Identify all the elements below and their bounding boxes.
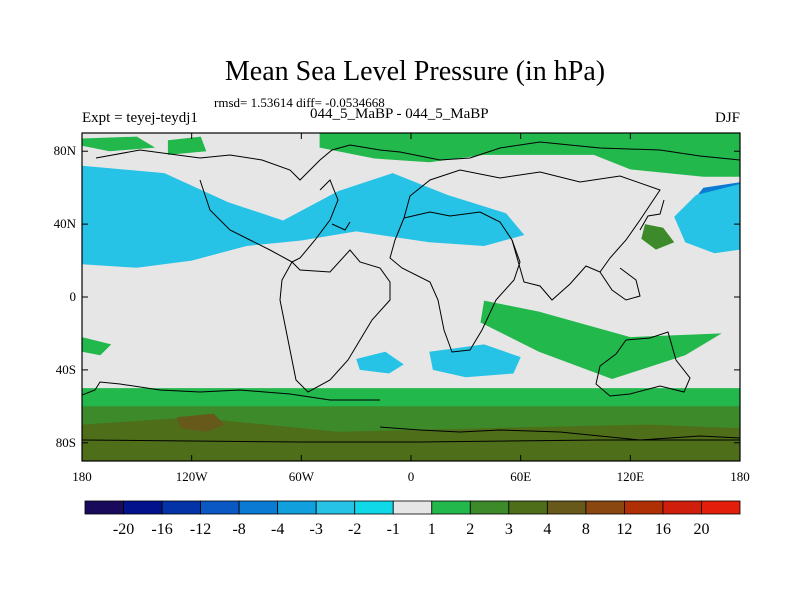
colorbar-label: 2 (466, 521, 474, 538)
season-label: DJF (714, 110, 740, 126)
colorbar-swatch (200, 500, 240, 515)
colorbar-swatch (277, 500, 317, 515)
shaded-region-4 (82, 165, 525, 268)
x-tick-label: 60W (289, 469, 315, 484)
x-tick-label: 60E (510, 469, 531, 484)
experiment-label: Expt = teyej-teydj1 (82, 110, 198, 126)
shaded-region-6 (356, 351, 404, 374)
x-tick-label: 0 (408, 469, 415, 484)
shaded-region-12 (480, 300, 722, 379)
colorbar: -20 -16 -12 -8 -4 -3 -2 -1 1 2 3 4 8 12 16 20 (84, 500, 741, 538)
colorbar-swatch (662, 500, 702, 515)
colorbar-swatch (701, 500, 741, 515)
colorbar-swatch (123, 500, 163, 515)
colorbar-swatch (469, 500, 510, 515)
axis-ticks: 180 120W 60W 0 60E 120E 180 80N 40N 0 40S 80S (54, 133, 750, 484)
colorbar-swatch (546, 500, 587, 515)
colorbar-label: 3 (505, 521, 513, 538)
shaded-region-9 (167, 136, 207, 155)
shaded-region-10 (82, 136, 156, 152)
shaded-region-5 (674, 184, 740, 254)
shaded-region-13 (82, 337, 112, 356)
shaded-region-17 (177, 413, 225, 432)
colorbar-swatch (238, 500, 279, 515)
case-label: 044_5_MaBP - 044_5_MaBP (310, 106, 489, 122)
colorbar-swatch (624, 500, 664, 515)
coastline (82, 141, 740, 443)
colorbar-swatch (84, 500, 124, 515)
shaded-region-15 (641, 224, 675, 250)
shaded-region-16 (82, 417, 740, 461)
colorbar-label: -1 (387, 521, 400, 538)
colorbar-label: 16 (655, 521, 671, 538)
y-tick-label: 40S (56, 362, 76, 377)
x-tick-label: 120E (617, 469, 645, 484)
colorbar-swatch (392, 500, 433, 515)
colorbar-swatch (161, 500, 201, 515)
colorbar-label: 12 (616, 521, 632, 538)
shaded-region-11 (319, 133, 740, 177)
colorbar-label: -8 (232, 521, 245, 538)
x-tick-label: 180 (730, 469, 750, 484)
y-tick-label: 80S (56, 435, 76, 450)
y-tick-label: 40N (54, 216, 77, 231)
colorbar-swatch (315, 500, 356, 515)
chart-title: Mean Sea Level Pressure (in hPa) (224, 56, 606, 87)
colorbar-label: -20 (113, 521, 134, 538)
y-tick-label: 80N (54, 143, 77, 158)
colorbar-label: 8 (582, 521, 590, 538)
colorbar-label: -2 (348, 521, 361, 538)
colorbar-label: -12 (190, 521, 211, 538)
colorbar-label: -4 (271, 521, 284, 538)
shaded-region-7 (429, 344, 521, 378)
x-tick-label: 120W (176, 469, 209, 484)
colorbar-swatch (354, 500, 394, 515)
colorbar-label: -3 (310, 521, 323, 538)
stats-label: rmsd= 1.53614 diff= -0.0534668 (214, 95, 385, 110)
colorbar-label: 4 (543, 521, 551, 538)
colorbar-swatch (508, 500, 548, 515)
colorbar-swatch (585, 500, 625, 515)
colorbar-label: 20 (693, 521, 709, 538)
colorbar-label: 1 (428, 521, 436, 538)
colorbar-swatch (431, 500, 471, 515)
colorbar-label: -16 (151, 521, 172, 538)
x-tick-label: 180 (72, 469, 92, 484)
y-tick-label: 0 (70, 289, 77, 304)
